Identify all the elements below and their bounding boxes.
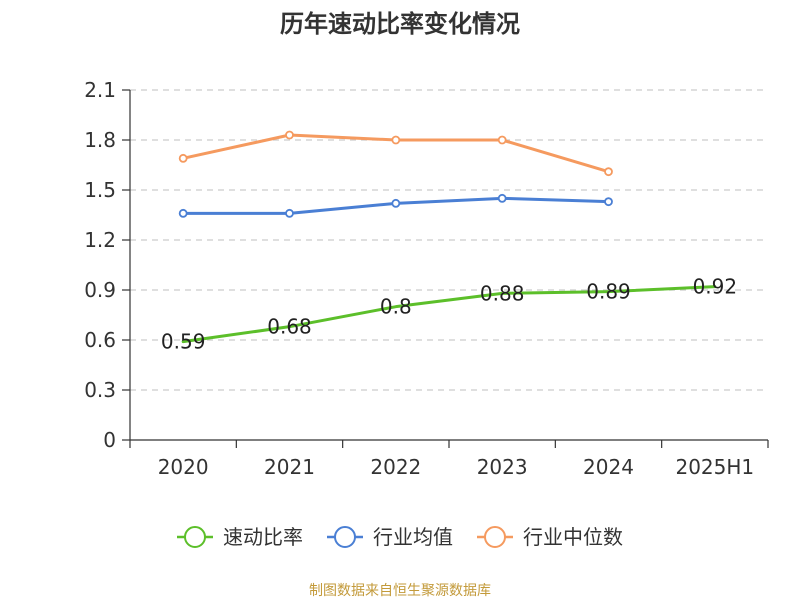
x-tick-label: 2022 (370, 455, 421, 479)
source-note: 制图数据来自恒生聚源数据库 (309, 583, 491, 599)
chart-title: 历年速动比率变化情况 (280, 10, 520, 38)
legend-item-1[interactable]: 行业均值 (327, 525, 453, 549)
grid-lines (130, 89, 768, 391)
y-tick-label: 0.3 (84, 378, 116, 402)
series-marker-2 (497, 135, 507, 145)
x-tick-label: 2020 (158, 455, 209, 479)
legend-label: 行业均值 (373, 525, 453, 549)
series-marker-1 (178, 208, 188, 218)
data-label: 0.59 (161, 330, 206, 354)
series-marker-2 (391, 135, 401, 145)
y-tick-label: 1.8 (84, 128, 116, 152)
legend: 速动比率 行业均值 行业中位数 (177, 525, 623, 549)
series-lines (178, 130, 717, 344)
series-marker-2 (604, 167, 613, 177)
data-labels: 0.59 0.68 0.8 0.88 0.89 0.92 (161, 275, 737, 354)
series-marker-1 (497, 193, 507, 203)
series-marker-1 (604, 197, 613, 207)
legend-item-2[interactable]: 行业中位数 (477, 525, 623, 549)
y-tick-label: 0.6 (84, 328, 116, 352)
x-tick-label: 2025H1 (675, 455, 754, 479)
legend-marker-icon (484, 526, 506, 548)
series-marker-2 (285, 130, 294, 140)
y-tick-label: 0.9 (84, 278, 116, 302)
series-marker-2 (178, 153, 188, 163)
legend-item-0[interactable]: 速动比率 (177, 525, 303, 549)
x-tick-label: 2023 (477, 455, 528, 479)
data-label: 0.8 (380, 295, 412, 319)
data-label: 0.88 (480, 281, 525, 305)
series-marker-1 (391, 198, 401, 208)
y-tick-label: 2.1 (84, 78, 116, 102)
data-label: 0.68 (267, 315, 312, 339)
y-tick-label: 1.5 (84, 178, 116, 202)
legend-label: 速动比率 (223, 525, 303, 549)
x-tick-label: 2021 (264, 455, 315, 479)
legend-label: 行业中位数 (523, 525, 623, 549)
data-label: 0.89 (586, 280, 631, 304)
x-tick-label: 2024 (583, 455, 634, 479)
y-tick-label: 1.2 (84, 228, 116, 252)
legend-marker-icon (184, 526, 206, 548)
series-line-0 (181, 285, 717, 344)
axes: 0 0.3 0.6 0.9 1.2 1.5 1.8 2.1 2020 2021 2022 2023 20… (84, 78, 769, 479)
data-label: 0.92 (693, 275, 738, 299)
series-marker-1 (285, 208, 294, 218)
legend-marker-icon (334, 526, 356, 548)
y-tick-label: 0 (103, 428, 116, 452)
